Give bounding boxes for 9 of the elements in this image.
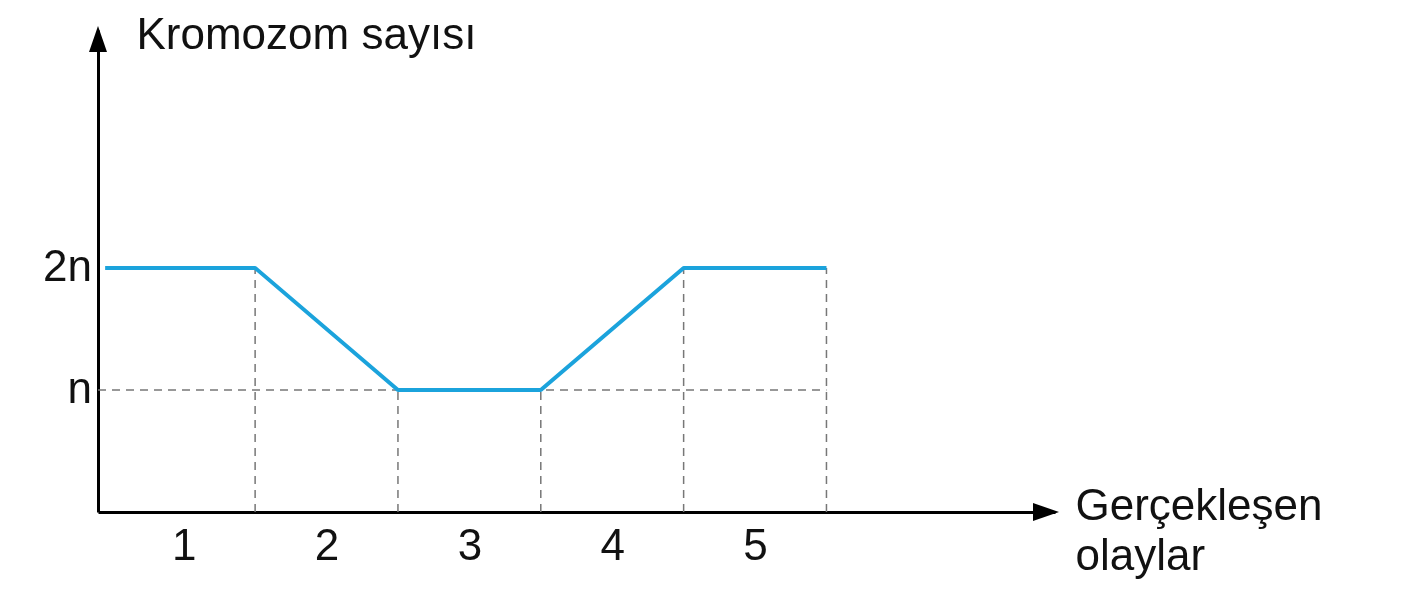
x-tick-label: 3 (457, 519, 483, 569)
x-tick-label: 2 (314, 519, 340, 569)
x-tick-label: 1 (171, 519, 197, 569)
y-axis-title: Kromozom sayısı (136, 8, 477, 58)
ref-line-label: n (67, 362, 92, 412)
x-tick-label: 4 (600, 519, 625, 569)
text: 2n (43, 240, 92, 290)
x-tick-label: 5 (743, 519, 768, 569)
x-axis-title: Gerçekleşen olaylar (1075, 479, 1323, 579)
